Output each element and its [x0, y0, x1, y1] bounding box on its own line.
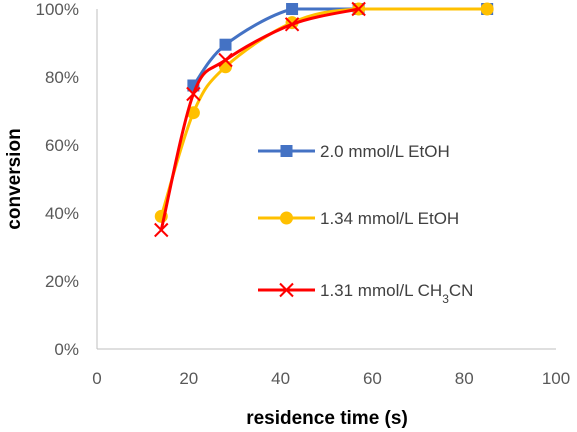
data-point — [286, 3, 299, 15]
y-tick-label: 40% — [45, 204, 79, 223]
data-point — [218, 52, 233, 68]
y-tick-label: 80% — [45, 68, 79, 87]
x-axis-tick-labels: 0 20 40 60 80 100 — [92, 369, 570, 388]
series-line — [159, 7, 488, 217]
y-tick-label: 20% — [45, 272, 79, 291]
legend: 2.0 mmol/L EtOH 1.34 mmol/L EtOH 1.31 mmol… — [258, 142, 473, 306]
series-3 — [154, 1, 366, 238]
legend-entry: 2.0 mmol/L EtOH — [258, 142, 450, 161]
y-tick-label: 100% — [36, 0, 79, 19]
series-layer — [154, 1, 494, 238]
y-tick-label: 60% — [45, 136, 79, 155]
legend-marker — [280, 145, 293, 157]
data-point — [154, 222, 169, 238]
series-1 — [187, 3, 494, 92]
x-tick-label: 40 — [271, 369, 290, 388]
data-point — [186, 86, 201, 102]
data-point — [480, 2, 494, 16]
legend-entry: 1.34 mmol/L EtOH — [258, 209, 459, 228]
x-tick-label: 80 — [455, 369, 474, 388]
y-tick-label: 0% — [54, 340, 79, 359]
legend-entry: 1.31 mmol/L CH3CN — [258, 281, 473, 306]
x-tick-label: 20 — [179, 369, 198, 388]
x-tick-label: 60 — [363, 369, 382, 388]
data-point — [186, 106, 200, 120]
legend-label: 1.31 mmol/L CH3CN — [320, 281, 473, 306]
x-tick-label: 0 — [92, 369, 101, 388]
data-point — [219, 38, 232, 51]
legend-label: 2.0 mmol/L EtOH — [320, 142, 450, 161]
legend-marker — [279, 282, 294, 298]
series-2 — [154, 2, 494, 223]
y-axis-title: conversion — [4, 128, 25, 229]
data-point — [284, 17, 300, 32]
y-axis-tick-labels: 0% 20% 40% 60% 80% 100% — [36, 0, 79, 359]
data-point — [351, 1, 366, 17]
x-axis-title: residence time (s) — [246, 408, 408, 429]
legend-label: 1.34 mmol/L EtOH — [320, 209, 459, 228]
x-tick-label: 100 — [542, 369, 570, 388]
chart-axes — [96, 9, 556, 350]
legend-marker — [280, 211, 293, 225]
series-line — [192, 7, 488, 87]
